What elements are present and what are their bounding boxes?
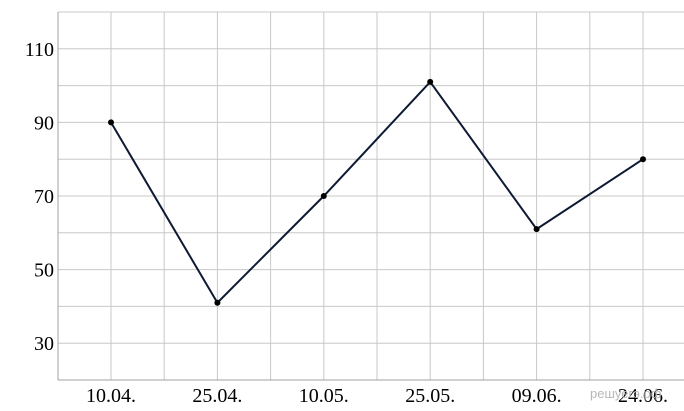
axes <box>57 12 684 381</box>
series-line <box>110 80 644 305</box>
x-tick-label: 24.06. <box>618 385 668 406</box>
y-tick-label: 110 <box>25 39 54 61</box>
y-tick-labels: 30 50 70 90 110 <box>25 39 54 355</box>
data-point <box>320 193 327 199</box>
x-tick-label: 10.04. <box>86 385 136 406</box>
grid <box>58 11 684 380</box>
x-tick-labels: 10.04. 25.04. 10.05. 25.05. 09.06. 24.06. <box>86 385 668 407</box>
x-tick-label: 25.04. <box>192 385 242 406</box>
y-tick-label: 50 <box>34 260 54 282</box>
data-point <box>533 226 540 233</box>
data-point <box>214 299 221 306</box>
data-point <box>640 156 646 163</box>
data-point <box>427 78 434 85</box>
series <box>108 78 646 306</box>
y-tick-label: 90 <box>34 112 54 134</box>
y-tick-label: 70 <box>34 186 54 208</box>
x-tick-label: 25.05. <box>405 385 455 406</box>
x-tick-label: 09.06. <box>512 385 562 406</box>
data-point <box>108 119 114 126</box>
watermark: решуегэ.рф <box>590 386 662 401</box>
y-tick-label: 30 <box>34 333 54 355</box>
x-tick-label: 10.05. <box>299 385 349 406</box>
